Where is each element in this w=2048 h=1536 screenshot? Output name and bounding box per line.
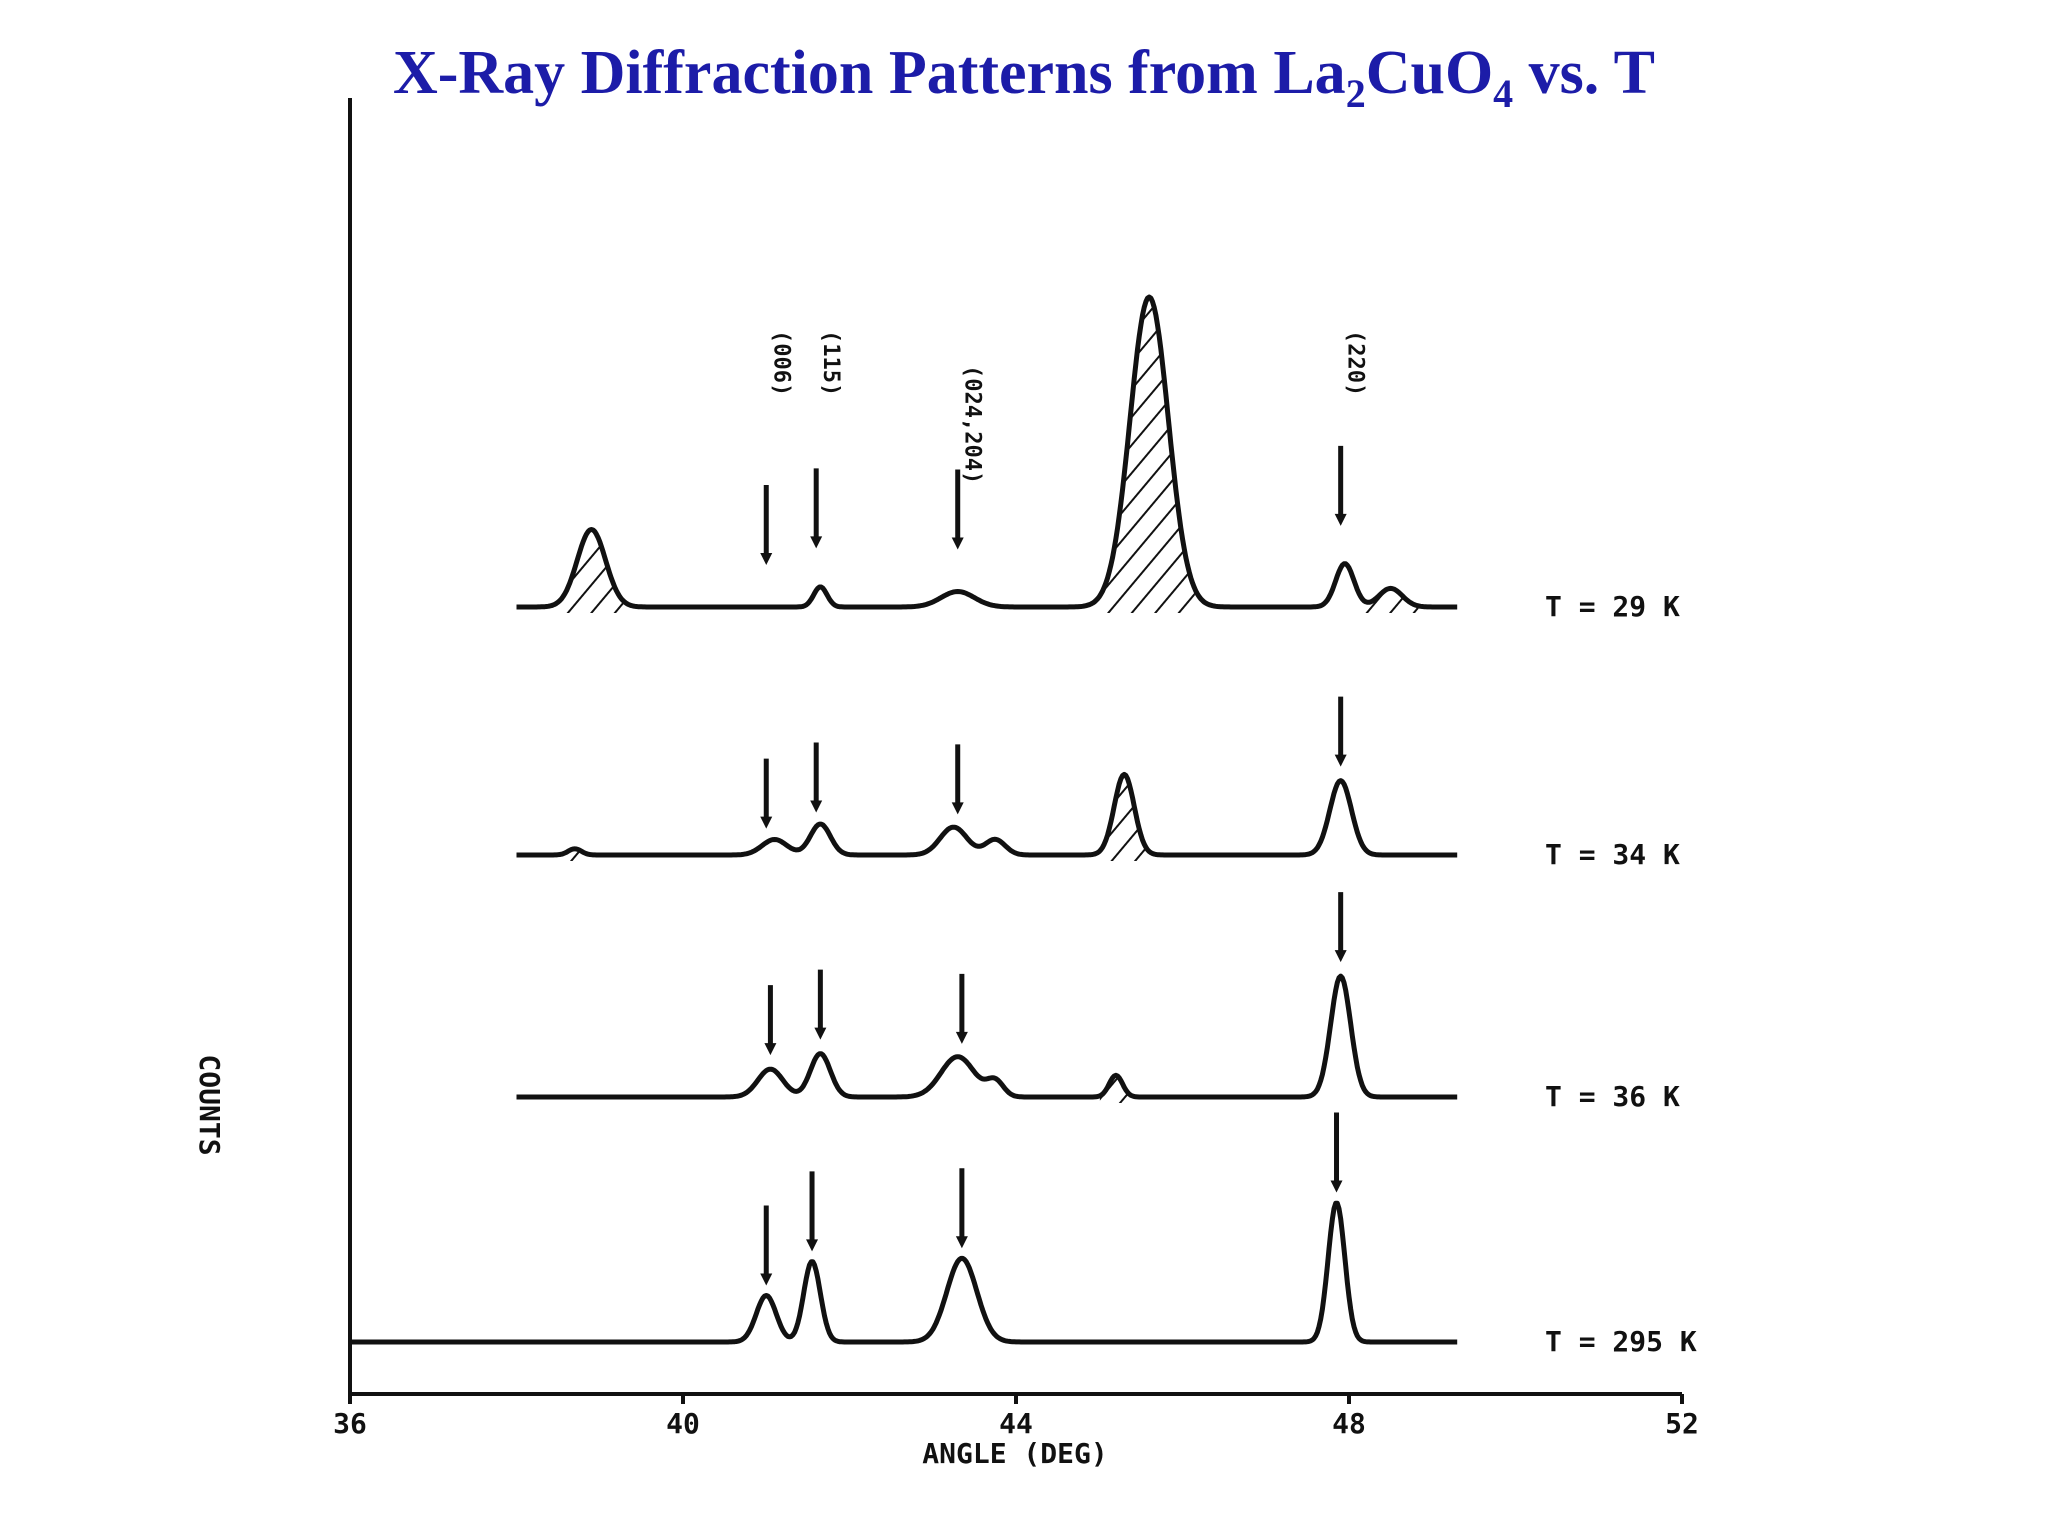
peak-label-006: (006) — [768, 330, 793, 396]
arrow-head-t-295-k-0 — [760, 1273, 773, 1286]
temp-label-t-295-k: T = 295 K — [1545, 1325, 1697, 1358]
arrow-head-t-295-k-1 — [806, 1239, 819, 1252]
arrow-head-t-36-k-1 — [814, 1027, 827, 1040]
peak-labels: (006) (115) (024,204) (220) — [768, 330, 1367, 484]
arrow-head-t-295-k-3 — [1330, 1180, 1343, 1193]
hatched-peak-t-29-k-2 — [1362, 588, 1419, 613]
x-tick-labels: 36 40 44 48 52 — [333, 1394, 1699, 1440]
hatched-peak-t-34-k-1 — [1100, 774, 1149, 861]
peak-label-220: (220) — [1343, 330, 1368, 396]
arrow-head-t-36-k-3 — [1334, 950, 1347, 963]
curve-t-36-k — [515, 973, 1459, 1100]
arrow-head-t-34-k-0 — [760, 816, 773, 829]
arrow-head-t-29-k-0 — [760, 553, 773, 565]
hatched-peak-t-36-k-0 — [1099, 1075, 1132, 1103]
x-tick-label-52: 52 — [1665, 1407, 1699, 1440]
arrow-head-t-29-k-1 — [810, 536, 823, 549]
y-axis-label: COUNTS — [193, 1054, 226, 1155]
temp-label-t-34-k: T = 34 K — [1545, 838, 1680, 871]
diffraction-curves — [349, 294, 1459, 1345]
hatched-peak-t-34-k-0 — [558, 848, 591, 861]
x-tick-label-36: 36 — [333, 1407, 367, 1440]
hatched-peak-t-29-k-0 — [557, 529, 626, 613]
arrow-head-t-29-k-3 — [1334, 513, 1347, 526]
peak-label-024-204: (024,204) — [960, 365, 985, 484]
arrow-head-t-34-k-1 — [810, 800, 823, 813]
x-axis-label: ANGLE (DEG) — [922, 1437, 1107, 1470]
temp-label-t-36-k: T = 36 K — [1545, 1080, 1680, 1113]
curve-t-29-k — [515, 294, 1459, 610]
temperature-labels: T = 295 K T = 36 K T = 34 K T = 29 K — [1545, 590, 1697, 1358]
arrow-head-t-29-k-2 — [951, 537, 964, 550]
curve-t-295-k — [349, 1200, 1459, 1345]
peak-label-115: (115) — [818, 330, 843, 396]
x-tick-label-44: 44 — [999, 1407, 1033, 1440]
peak-arrows — [760, 445, 1347, 1286]
arrow-head-t-34-k-3 — [1334, 754, 1347, 767]
x-tick-label-40: 40 — [666, 1407, 700, 1440]
arrow-head-t-36-k-0 — [764, 1043, 777, 1056]
hatched-regions — [557, 297, 1419, 1103]
arrow-head-t-36-k-2 — [955, 1031, 968, 1044]
curve-t-34-k — [515, 771, 1459, 858]
x-tick-label-48: 48 — [1332, 1407, 1366, 1440]
arrow-head-t-295-k-2 — [955, 1236, 968, 1249]
temp-label-t-29-k: T = 29 K — [1545, 590, 1680, 623]
arrow-head-t-34-k-2 — [951, 802, 964, 815]
hatched-peak-t-29-k-1 — [1103, 297, 1196, 613]
chart-title: X-Ray Diffraction Patterns from La2CuO4 … — [392, 39, 1656, 116]
